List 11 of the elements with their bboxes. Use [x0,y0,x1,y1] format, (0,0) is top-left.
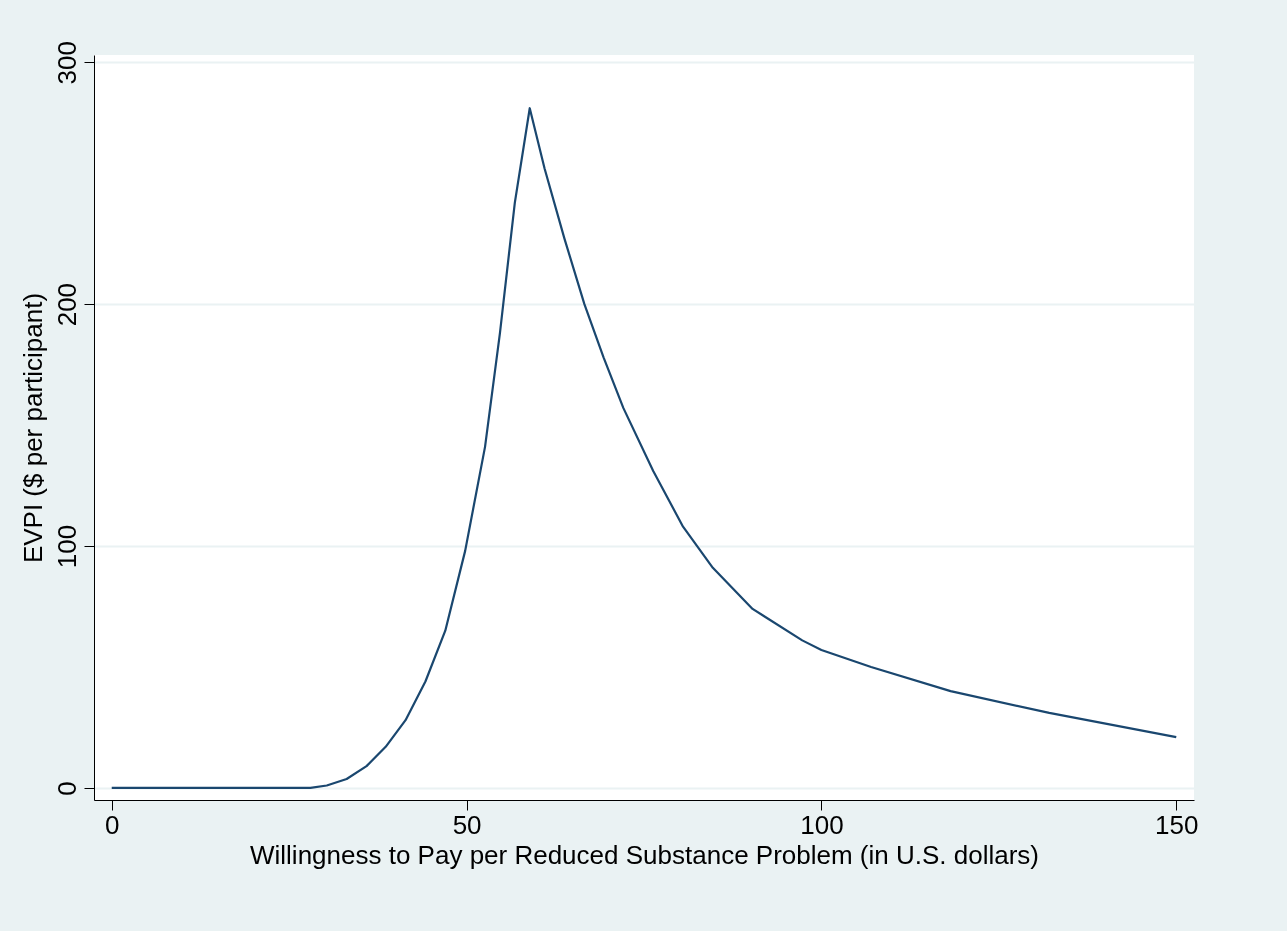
y-tick-label: 100 [51,524,82,569]
y-axis-title: EVPI ($ per participant) [17,292,48,564]
y-tick-label: 300 [51,41,82,85]
x-tick-label: 100 [800,809,844,840]
x-tick-label: 50 [452,809,482,840]
y-tick-label: 0 [51,781,82,796]
x-tick-label: 150 [1155,809,1199,840]
y-tick-label: 200 [51,282,82,327]
x-axis-title: Willingness to Pay per Reduced Substance Problem (in U.S. dollars) [249,839,1040,870]
x-tick-label: 0 [105,809,120,840]
line-series [110,107,1178,790]
